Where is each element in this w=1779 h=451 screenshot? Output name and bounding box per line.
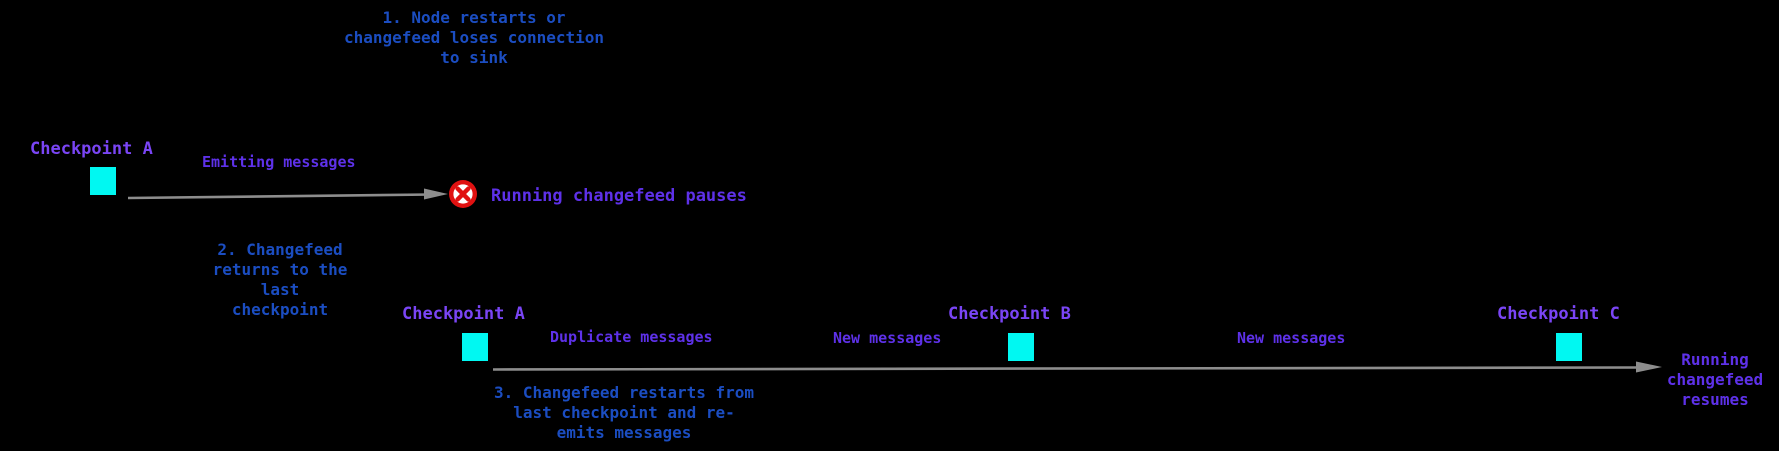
timeline2-checkpoint-a-label: Checkpoint A	[402, 304, 525, 324]
timeline2-checkpoint-c-marker	[1556, 333, 1582, 361]
new-messages-label-2: New messages	[1237, 329, 1346, 347]
new-messages-label-1: New messages	[833, 329, 942, 347]
resumes-line: resumes	[1681, 390, 1749, 409]
step3-line: emits messages	[556, 423, 692, 442]
timeline1-checkpoint-a-marker	[90, 167, 116, 195]
step2-line: returns to the	[212, 260, 348, 279]
timeline1-checkpoint-a-label: Checkpoint A	[30, 139, 153, 159]
running-changefeed-resumes-label: Running changefeed resumes	[1659, 350, 1771, 410]
step2-annotation: 2. Changefeed returns to the last checkp…	[180, 240, 380, 320]
circled-x-error-icon	[449, 180, 477, 208]
step2-line: 2. Changefeed	[217, 240, 343, 259]
step3-annotation: 3. Changefeed restarts from last checkpo…	[474, 383, 774, 443]
step2-line: checkpoint	[231, 300, 329, 319]
timeline2-checkpoint-b-marker	[1008, 333, 1034, 361]
timeline2-checkpoint-c-label: Checkpoint C	[1497, 304, 1620, 324]
timeline2-checkpoint-a-marker	[462, 333, 488, 361]
running-changefeed-pauses-label: Running changefeed pauses	[491, 186, 747, 206]
step2-line: last	[260, 280, 300, 299]
duplicate-messages-label: Duplicate messages	[550, 328, 713, 346]
step3-line: 3. Changefeed restarts from	[493, 383, 755, 402]
timeline2-arrow	[492, 361, 1662, 373]
resumes-line: changefeed	[1666, 370, 1764, 389]
step1-line: 1. Node restarts or	[382, 8, 566, 27]
step1-line: to sink	[440, 48, 508, 67]
timeline2-checkpoint-b-label: Checkpoint B	[948, 304, 1071, 324]
emitting-messages-label: Emitting messages	[202, 153, 356, 171]
resumes-line: Running	[1681, 350, 1749, 369]
step1-line: changefeed loses connection	[343, 28, 605, 47]
step3-line: last checkpoint and re-	[513, 403, 735, 422]
timeline1-arrow	[127, 188, 448, 200]
step1-annotation: 1. Node restarts or changefeed loses con…	[324, 8, 624, 68]
